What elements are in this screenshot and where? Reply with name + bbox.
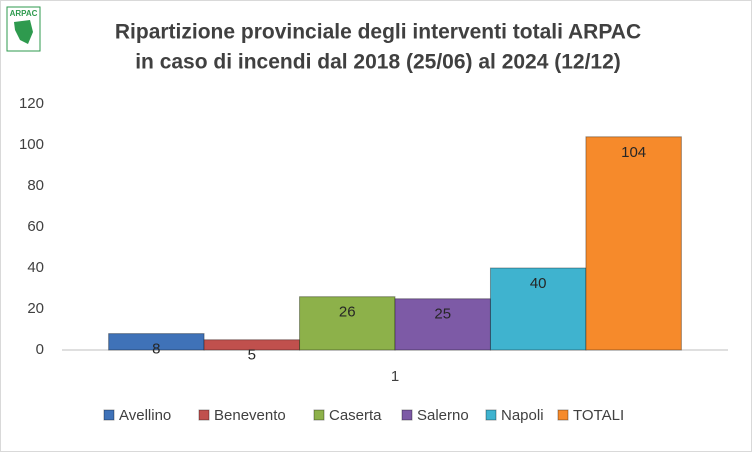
logo: ARPAC bbox=[6, 6, 41, 52]
data-label: 26 bbox=[339, 304, 356, 321]
bar bbox=[299, 296, 396, 351]
legend-swatch bbox=[401, 409, 413, 421]
y-tick-label: 100 bbox=[19, 136, 44, 153]
y-tick-label: 60 bbox=[27, 218, 44, 235]
logo-text: ARPAC bbox=[10, 9, 38, 18]
chart-title: in caso di incendi dal 2018 (25/06) al 2… bbox=[135, 51, 621, 74]
logo-shape bbox=[14, 20, 33, 44]
x-tick-label: 1 bbox=[391, 368, 399, 385]
legend-swatch bbox=[557, 409, 569, 421]
legend-label: TOTALI bbox=[573, 407, 624, 424]
y-tick-label: 80 bbox=[27, 177, 44, 194]
data-label: 5 bbox=[248, 347, 256, 364]
legend-label: Salerno bbox=[417, 407, 469, 424]
legend-label: Napoli bbox=[501, 407, 544, 424]
data-label: 8 bbox=[152, 341, 160, 358]
legend-label: Benevento bbox=[214, 407, 286, 424]
legend-swatch bbox=[198, 409, 210, 421]
y-tick-label: 40 bbox=[27, 259, 44, 276]
y-tick-label: 120 bbox=[19, 95, 44, 112]
legend-label: Avellino bbox=[119, 407, 171, 424]
data-label: 104 bbox=[621, 144, 646, 161]
y-tick-label: 20 bbox=[27, 300, 44, 317]
data-label: 40 bbox=[530, 275, 547, 292]
y-tick-label: 0 bbox=[36, 341, 44, 358]
bar bbox=[394, 298, 491, 351]
chart-title: Ripartizione provinciale degli intervent… bbox=[115, 21, 641, 44]
legend-swatch bbox=[485, 409, 497, 421]
legend-label: Caserta bbox=[329, 407, 382, 424]
bar bbox=[585, 136, 682, 351]
legend-swatch bbox=[103, 409, 115, 421]
legend-swatch bbox=[313, 409, 325, 421]
data-label: 25 bbox=[434, 306, 451, 323]
bar bbox=[489, 267, 587, 351]
